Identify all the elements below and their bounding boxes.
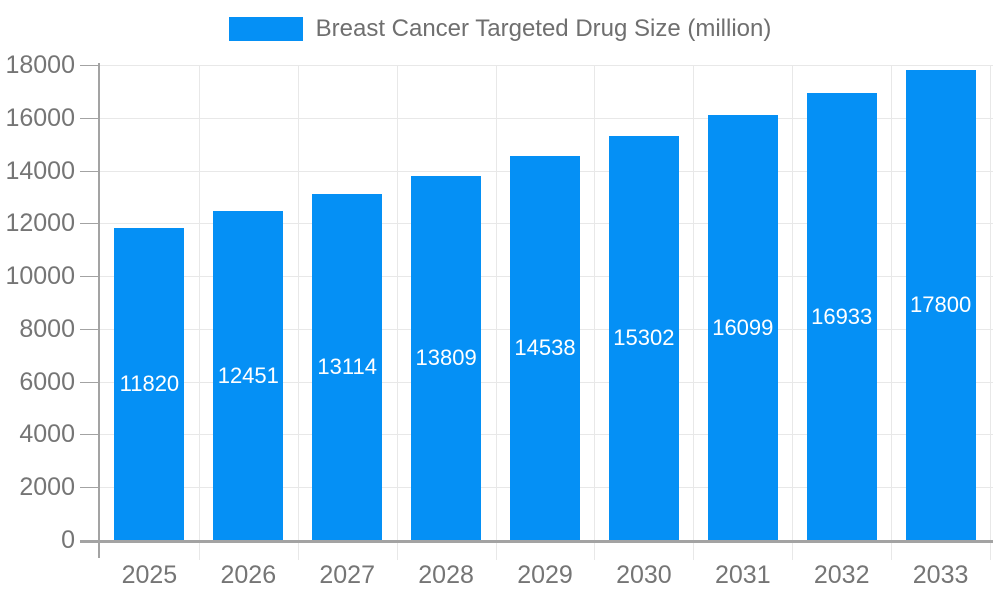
legend-swatch [228, 17, 303, 41]
x-tick-label: 2030 [616, 561, 672, 589]
legend-label: Breast Cancer Targeted Drug Size (millio… [315, 15, 772, 42]
y-tick-mark [80, 223, 98, 225]
y-tick-mark [80, 381, 98, 383]
y-tick-mark [80, 276, 98, 278]
bar-value-label: 17800 [910, 292, 972, 318]
x-grid-line [594, 65, 596, 560]
x-tick-label: 2026 [220, 561, 277, 589]
y-tick-label: 2000 [19, 473, 75, 502]
y-tick-label: 18000 [5, 51, 75, 79]
bar[interactable]: 13809 [411, 175, 482, 540]
bar-value-label: 16933 [811, 303, 873, 329]
x-grid-line [396, 65, 398, 560]
x-tick-label: 2032 [813, 561, 870, 589]
y-tick-label: 10000 [5, 262, 75, 291]
bar[interactable]: 16933 [806, 93, 877, 540]
y-tick-label: 4000 [19, 420, 75, 449]
bar-value-label: 11820 [119, 371, 180, 397]
y-axis-line [98, 63, 100, 558]
x-grid-line [990, 65, 991, 560]
y-grid-line [100, 65, 993, 66]
x-axis-line [80, 540, 993, 543]
y-tick-mark [80, 328, 98, 330]
bar[interactable]: 12451 [213, 211, 284, 540]
bar-value-label: 15302 [613, 325, 675, 351]
y-tick-label: 16000 [5, 103, 75, 132]
x-tick-label: 2027 [319, 561, 375, 589]
bar[interactable]: 14538 [510, 156, 580, 540]
x-grid-line [297, 65, 299, 560]
x-grid-line [198, 65, 200, 560]
x-grid-line [792, 65, 794, 560]
x-grid-line [495, 65, 497, 560]
y-tick-mark [80, 540, 98, 541]
bar[interactable]: 17800 [905, 70, 976, 540]
bar[interactable]: 16099 [707, 115, 778, 540]
y-tick-label: 14000 [5, 156, 75, 185]
y-tick-mark [80, 170, 98, 172]
y-grid-line [100, 117, 993, 119]
y-tick-mark [80, 487, 98, 489]
bar[interactable]: 11820 [114, 228, 185, 540]
y-tick-label: 6000 [19, 367, 75, 396]
bar[interactable]: 13114 [312, 193, 383, 540]
y-tick-mark [80, 117, 98, 119]
x-tick-label: 2033 [912, 561, 969, 589]
bar-value-label: 13809 [415, 344, 477, 370]
x-tick-label: 2028 [418, 561, 474, 589]
y-tick-label: 0 [61, 526, 75, 554]
bar-value-label: 14538 [514, 335, 576, 361]
x-tick-label: 2031 [714, 561, 771, 589]
x-grid-line [693, 65, 695, 560]
y-tick-label: 12000 [5, 209, 75, 238]
x-tick-label: 2025 [121, 561, 178, 589]
y-tick-label: 8000 [19, 314, 75, 343]
bar-value-label: 13114 [317, 353, 377, 379]
legend[interactable]: Breast Cancer Targeted Drug Size (millio… [0, 15, 1000, 43]
bar[interactable]: 15302 [608, 136, 679, 540]
x-grid-line [891, 65, 893, 560]
x-tick-label: 2029 [517, 561, 573, 589]
bar-value-label: 16099 [712, 314, 774, 340]
y-tick-mark [80, 434, 98, 436]
plot-area: 0 2000 4000 6000 8000 10000 12000 14000 16000 180… [5, 52, 993, 588]
y-tick-mark [80, 65, 98, 66]
bar-value-label: 12451 [217, 362, 279, 388]
